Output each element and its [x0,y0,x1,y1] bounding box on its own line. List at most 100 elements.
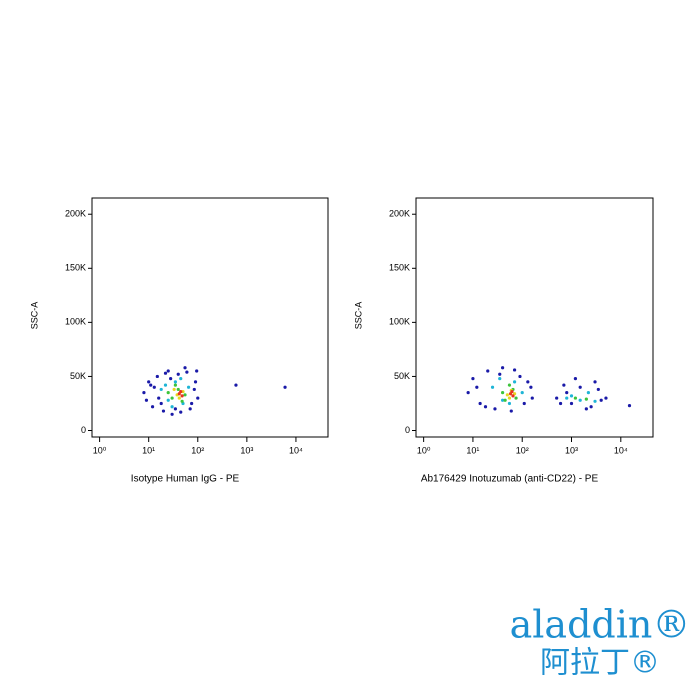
event-point [512,368,517,372]
event-point [578,398,582,402]
event-point [478,401,482,406]
event-point [599,398,603,402]
event-point [486,369,490,373]
x-tick-label: 10³ [240,445,253,455]
event-point [179,377,183,381]
event-point [163,383,168,387]
event-point [166,369,170,373]
event-point [176,372,180,376]
plot-frame [415,197,654,438]
event-point [181,389,185,394]
y-tick-label: 200K [65,209,86,219]
event-point [176,387,180,392]
logo-chinese: 阿拉丁® [540,646,660,681]
event-point [159,401,163,406]
event-point [188,407,192,411]
event-point [144,398,149,402]
event-point [501,398,505,402]
event-point [562,383,566,387]
event-point [569,394,574,398]
x-tick-label: 10² [516,445,529,455]
x-tick-label: 10⁰ [417,445,431,455]
event-point [573,396,578,400]
event-point [483,405,488,409]
event-point [193,380,198,384]
event-point [185,370,189,374]
event-point [526,380,530,384]
event-point [596,387,600,392]
event-point [192,387,196,392]
event-point [604,396,608,400]
event-point [514,396,518,400]
event-point [565,396,569,400]
x-tick-label: 10⁴ [614,445,628,455]
event-point [179,389,183,394]
event-point [177,396,181,400]
event-point [149,383,153,387]
x-axis-label: Ab176429 Inotuzumab (anti-CD22) - PE [421,474,599,485]
event-point [555,396,559,400]
event-point [195,369,199,373]
event-point [501,366,505,370]
y-tick-label: 150K [389,263,410,273]
event-point [627,404,632,408]
event-point [150,405,155,409]
event-point [569,401,574,406]
event-point [503,398,507,402]
event-point [530,396,534,400]
event-point [586,391,590,395]
y-tick-label: 0 [405,425,410,435]
y-axis-label: SSC-A [353,302,363,330]
event-point [157,396,161,400]
event-point [593,399,597,403]
event-point [511,394,515,398]
event-point [166,398,170,402]
y-tick-label: 50K [394,371,410,381]
event-point [522,401,526,406]
event-point [169,377,173,381]
event-point [183,393,187,397]
event-point [501,391,505,395]
event-point [159,387,163,392]
event-point [509,409,513,413]
event-point [520,391,524,395]
event-point [573,377,578,381]
event-point [142,391,146,395]
x-tick-label: 10¹ [142,445,155,455]
event-point [518,374,522,379]
event-point [512,380,517,384]
event-point [180,399,184,403]
event-point [475,385,479,389]
event-point [161,409,166,413]
event-point [466,391,470,395]
x-tick-label: 10⁰ [93,445,107,455]
event-point [507,396,512,400]
x-tick-label: 10³ [565,445,578,455]
event-point [234,383,238,387]
event-point [471,377,475,381]
event-point [505,393,509,397]
event-point [196,396,200,400]
event-point [593,380,597,384]
event-point [510,389,514,394]
event-point [190,401,194,406]
event-point [173,380,177,384]
y-tick-label: 50K [70,371,86,381]
event-point [172,387,176,392]
event-point [166,391,170,395]
event-point [584,407,588,411]
event-point [163,371,168,375]
event-point [565,391,569,395]
event-point [173,407,177,411]
y-tick-label: 0 [81,425,86,435]
event-point [179,410,183,414]
event-point [186,385,191,389]
event-point [170,396,174,400]
logo-latin: aladdin® [510,603,691,647]
event-point [283,385,287,389]
event-point [558,401,563,406]
event-point [155,374,159,379]
x-axis-label: Isotype Human IgG - PE [131,474,240,485]
event-point [173,383,177,387]
